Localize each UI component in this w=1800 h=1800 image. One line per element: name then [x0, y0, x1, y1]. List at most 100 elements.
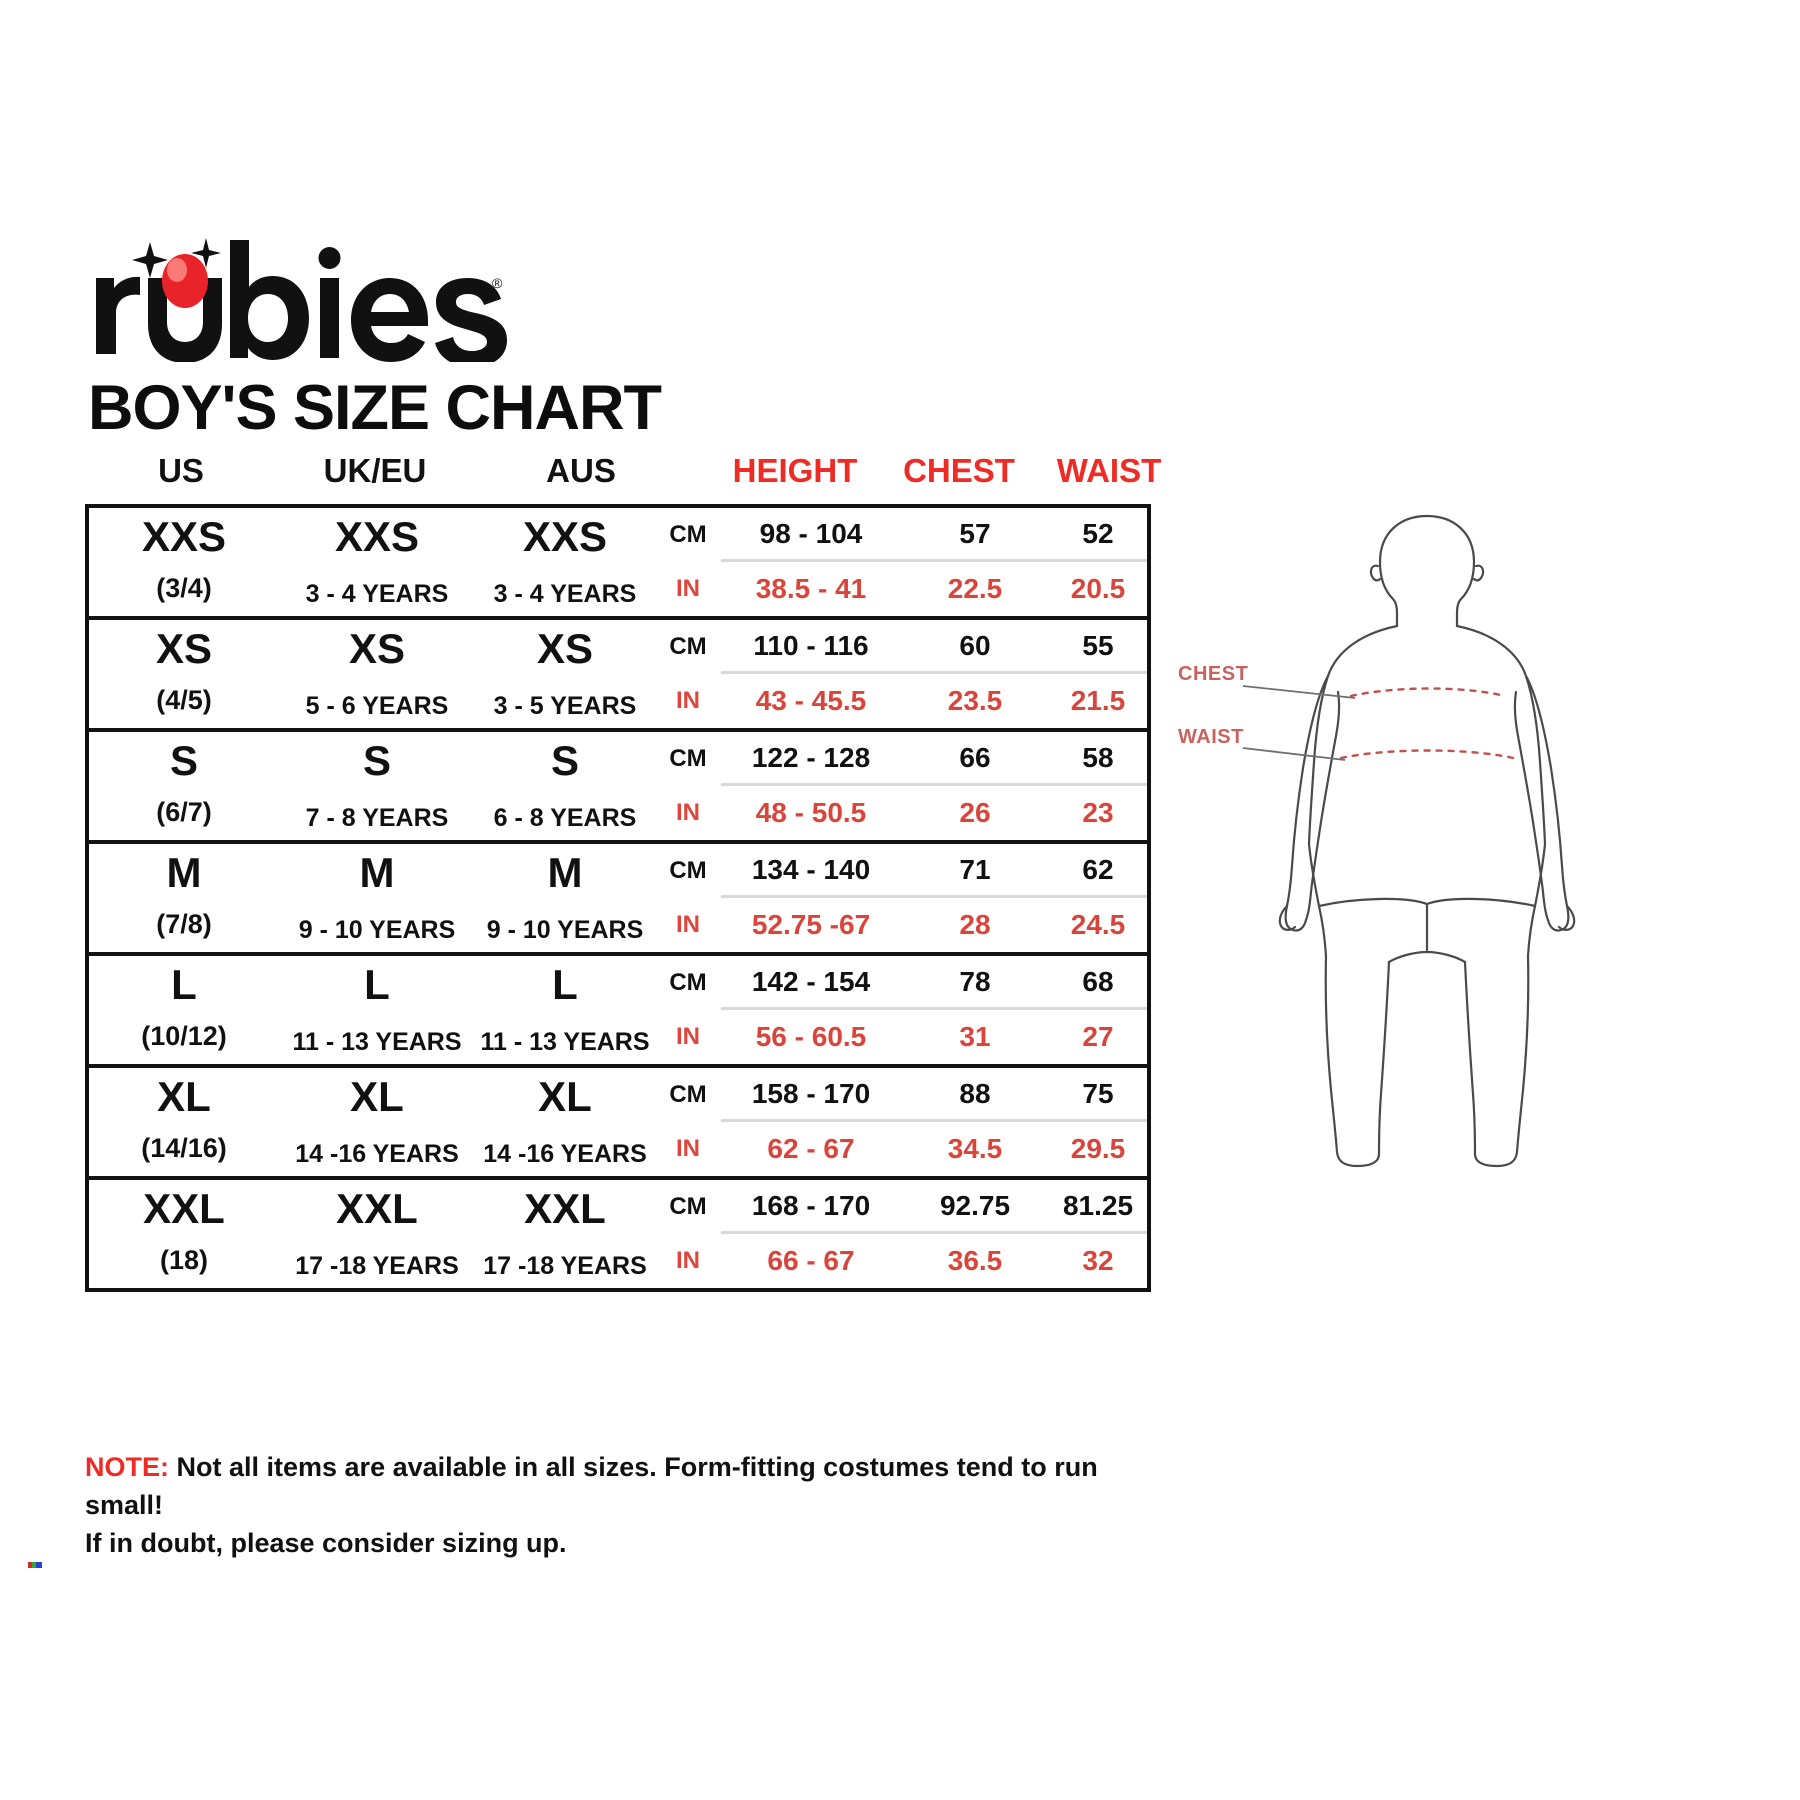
chest-measure-line	[1349, 687, 1507, 698]
cell-chest: 66 26	[901, 728, 1049, 842]
cell-aus: XXS 3 - 4 YEARS	[475, 506, 655, 618]
ruby-highlight	[167, 258, 187, 282]
ukeu-size-sub: 3 - 4 YEARS	[305, 580, 449, 608]
waist-cm-value: 62	[1049, 844, 1147, 898]
unit-cm-label: CM	[669, 969, 707, 996]
chest-leader-line	[1242, 685, 1356, 699]
cell-chest: 60 23.5	[901, 616, 1049, 730]
height-cm-value: 134 - 140	[721, 844, 901, 898]
waist-leader-line	[1242, 747, 1346, 761]
head-left-outline	[1378, 560, 1399, 628]
aus-size-sub: 3 - 5 YEARS	[493, 692, 637, 720]
us-size: XL	[157, 1073, 211, 1120]
waist-in-value: 23	[1082, 797, 1114, 828]
cell-us: XXS (3/4)	[87, 506, 279, 618]
height-in-value: 66 - 67	[767, 1245, 855, 1276]
height-in-value: 38.5 - 41	[755, 573, 867, 604]
cell-height: 158 - 170 62 - 67	[721, 1064, 901, 1178]
us-size-sub: (6/7)	[156, 797, 212, 827]
us-size: XS	[155, 625, 213, 672]
sparkle-icon	[191, 238, 221, 268]
arm-right-outer	[1524, 674, 1570, 932]
cell-us: M (7/8)	[87, 840, 279, 954]
waist-cm-value: 55	[1049, 620, 1147, 674]
cell-height: 98 - 104 38.5 - 41	[721, 506, 901, 618]
ukeu-size: XS	[348, 625, 406, 672]
us-size-sub: (3/4)	[156, 573, 212, 603]
cell-chest: 88 34.5	[901, 1064, 1049, 1178]
letter-i-dot	[318, 247, 341, 269]
hand-right-icon	[1557, 904, 1576, 931]
trademark-icon: ®	[492, 275, 503, 291]
unit-cm-label: CM	[669, 521, 707, 548]
cell-us: L (10/12)	[87, 952, 279, 1066]
cell-height: 110 - 116 43 - 45.5	[721, 616, 901, 730]
waist-in-value: 21.5	[1070, 685, 1126, 716]
height-cm-value: 98 - 104	[721, 508, 901, 562]
hip-right-outline	[1526, 842, 1547, 958]
aus-size: XXS	[522, 513, 608, 560]
aus-size-sub: 11 - 13 YEARS	[480, 1028, 650, 1056]
waist-cm-value: 68	[1049, 956, 1147, 1010]
table-row: XS (4/5) XS 5 - 6 YEARS XS 3 - 5 YEARS CM IN 110…	[87, 616, 1149, 730]
cell-chest: 71 28	[901, 840, 1049, 954]
aus-size-sub: 14 -16 YEARS	[483, 1140, 647, 1168]
height-in-value: 56 - 60.5	[755, 1021, 867, 1052]
aus-size: XXL	[524, 1185, 606, 1232]
unit-in-label: IN	[676, 687, 700, 714]
unit-cm-label: CM	[669, 633, 707, 660]
us-size: S	[169, 737, 198, 784]
cell-height: 122 - 128 48 - 50.5	[721, 728, 901, 842]
page-title: BOY'S SIZE CHART	[88, 373, 662, 443]
chest-in-value: 28	[959, 909, 991, 940]
table-column-headers: US UK/EU AUS HEIGHT CHEST WAIST	[85, 452, 1161, 502]
color-artifact	[28, 1562, 42, 1568]
cell-aus: XXL 17 -18 YEARS	[475, 1176, 655, 1290]
us-size: XXS	[141, 513, 227, 560]
ukeu-size-sub: 9 - 10 YEARS	[298, 916, 456, 944]
cell-us: XL (14/16)	[87, 1064, 279, 1178]
chest-cm-value: 60	[901, 620, 1049, 674]
note-line-2: If in doubt, please consider sizing up.	[85, 1528, 567, 1558]
figure-chest-label: CHEST	[1178, 663, 1249, 685]
cell-units: CM IN	[655, 506, 721, 618]
ukeu-size-sub: 17 -18 YEARS	[295, 1252, 459, 1280]
cell-height: 168 - 170 66 - 67	[721, 1176, 901, 1290]
cell-height: 134 - 140 52.75 -67	[721, 840, 901, 954]
cell-us: S (6/7)	[87, 728, 279, 842]
cell-waist: 58 23	[1049, 728, 1149, 842]
ukeu-size: L	[364, 961, 390, 1008]
cell-ukeu: XL 14 -16 YEARS	[279, 1064, 475, 1178]
us-size: XXL	[143, 1185, 225, 1232]
us-size-sub: (10/12)	[141, 1021, 227, 1051]
arm-left-inner	[1304, 690, 1341, 922]
chest-in-value: 31	[959, 1021, 991, 1052]
us-size: M	[166, 849, 202, 896]
ukeu-size-sub: 11 - 13 YEARS	[292, 1028, 462, 1056]
cell-ukeu: M 9 - 10 YEARS	[279, 840, 475, 954]
waist-in-value: 29.5	[1070, 1133, 1126, 1164]
letter-r	[96, 276, 140, 354]
table-row: L (10/12) L 11 - 13 YEARS L 11 - 13 YEARS CM IN…	[87, 952, 1149, 1066]
aus-size-sub: 6 - 8 YEARS	[493, 804, 637, 832]
figure-waist-label: WAIST	[1178, 726, 1244, 748]
waist-in-value: 24.5	[1070, 909, 1126, 940]
head-outline	[1378, 514, 1476, 628]
unit-cm-label: CM	[669, 745, 707, 772]
chest-cm-value: 71	[901, 844, 1049, 898]
ukeu-size: S	[362, 737, 391, 784]
us-size-sub: (4/5)	[156, 685, 212, 715]
cell-units: CM IN	[655, 728, 721, 842]
table-row: XL (14/16) XL 14 -16 YEARS XL 14 -16 YEARS CM I…	[87, 1064, 1149, 1178]
cell-us: XXL (18)	[87, 1176, 279, 1290]
height-cm-value: 122 - 128	[721, 732, 901, 786]
cell-ukeu: XS 5 - 6 YEARS	[279, 616, 475, 730]
height-cm-value: 168 - 170	[721, 1180, 901, 1234]
cell-aus: S 6 - 8 YEARS	[475, 728, 655, 842]
cell-ukeu: S 7 - 8 YEARS	[279, 728, 475, 842]
column-header-us: US	[158, 452, 204, 489]
letter-b	[230, 240, 309, 360]
aus-size-sub: 3 - 4 YEARS	[493, 580, 637, 608]
rubies-logo-mark: ®	[96, 238, 507, 362]
